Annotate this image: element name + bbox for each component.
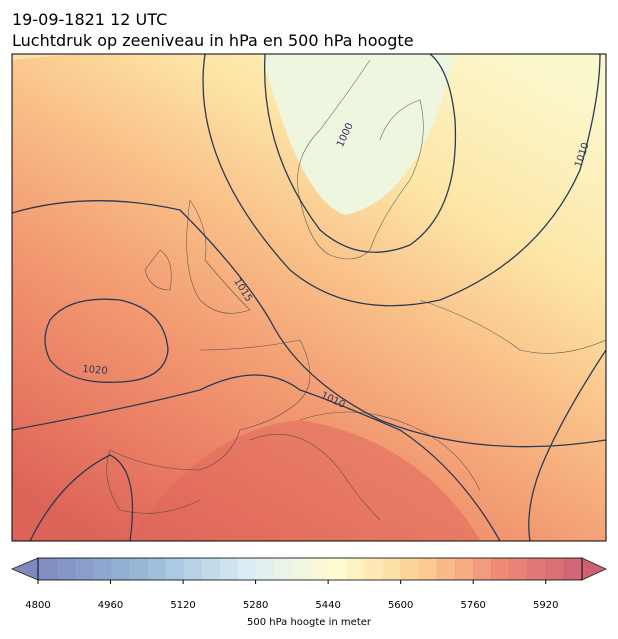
map (12, 54, 606, 541)
colorbar-segment (527, 558, 547, 580)
isobar (29, 454, 134, 541)
colorbar-segment (382, 558, 402, 580)
colorbar-segment (255, 558, 275, 580)
colorbar-segment (310, 558, 329, 580)
colorbar-segment (273, 558, 293, 580)
colorbar-tick-label: 5280 (243, 600, 268, 611)
colorbar-tick-label: 4960 (98, 600, 123, 611)
colorbar-segment (183, 558, 202, 580)
band (12, 54, 420, 60)
contour-label: 1020 (82, 364, 108, 377)
band (130, 420, 480, 540)
colorbar-tick-label: 5600 (388, 600, 413, 611)
isobar (12, 200, 606, 448)
colorbar-tick-label: 5120 (170, 600, 195, 611)
colorbar-segment (418, 558, 438, 580)
isobar (202, 54, 601, 307)
colorbar-segment (146, 558, 166, 580)
coastline (106, 59, 606, 521)
isobar (263, 54, 457, 253)
low-height-region (262, 54, 455, 215)
colorbar-segment (128, 558, 148, 580)
colorbar: 4800 4960 5120 5280 5440 5600 5760 5920 (10, 557, 607, 611)
colorbar-tick-label: 4800 (25, 600, 50, 611)
colorbar-segment (436, 558, 456, 580)
isobar (528, 349, 606, 541)
colorbar-segment (74, 558, 93, 580)
colorbar-segment (509, 558, 529, 580)
colorbar-segment (56, 558, 75, 580)
colorbar-tick-label: 5920 (533, 600, 558, 611)
colorbar-segment (201, 558, 220, 580)
colorbar-segment (491, 558, 510, 580)
colorbar-extend-low (10, 557, 39, 581)
colorbar-extend-high (581, 557, 607, 581)
colorbar-segment (219, 558, 238, 580)
colorbar-label: 500 hPa hoogte in meter (247, 617, 372, 628)
colorbar-segment (364, 558, 384, 580)
colorbar-segment (563, 558, 583, 580)
colorbar-frame (37, 557, 583, 581)
colorbar-segment (473, 558, 492, 580)
colorbar-segment (291, 558, 311, 580)
colorbar-segment (400, 558, 420, 580)
title-date: 19-09-1821 12 UTC (12, 10, 167, 29)
colorbar-segment (92, 558, 112, 580)
colorbar-segment (328, 558, 347, 580)
colorbar-segment (38, 558, 57, 580)
colorbar-segment (110, 558, 130, 580)
colorbar-segment (164, 558, 184, 580)
colorbar-tick-label: 5760 (460, 600, 485, 611)
colorbar-segment (545, 558, 565, 580)
isobar (44, 298, 169, 383)
title-subject: Luchtdruk op zeeniveau in hPa en 500 hPa… (12, 31, 414, 50)
map-frame (11, 53, 607, 542)
colorbar-segment (455, 558, 474, 580)
colorbar-segment (346, 558, 365, 580)
colorbar-tick-label: 5440 (315, 600, 340, 611)
isobar (12, 374, 501, 541)
colorbar-segment (237, 558, 257, 580)
